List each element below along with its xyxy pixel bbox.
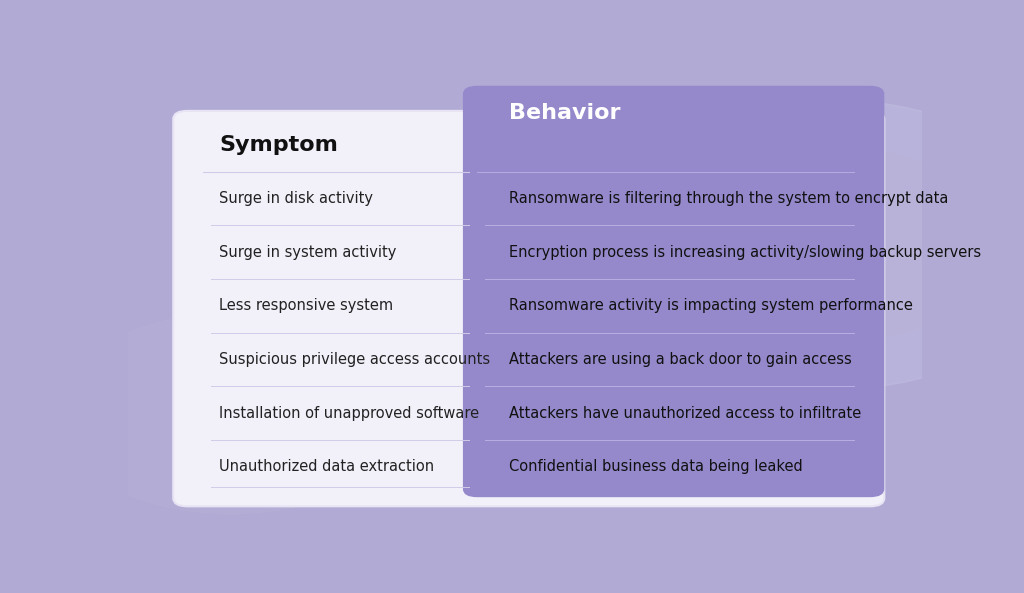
Text: Confidential business data being leaked: Confidential business data being leaked xyxy=(509,459,803,474)
FancyBboxPatch shape xyxy=(173,111,885,506)
Text: Suspicious privilege access accounts: Suspicious privilege access accounts xyxy=(219,352,490,367)
Text: Attackers are using a back door to gain access: Attackers are using a back door to gain … xyxy=(509,352,852,367)
Text: Behavior: Behavior xyxy=(509,103,621,123)
Text: Encryption process is increasing activity/slowing backup servers: Encryption process is increasing activit… xyxy=(509,244,981,260)
Text: Attackers have unauthorized access to infiltrate: Attackers have unauthorized access to in… xyxy=(509,406,861,420)
Circle shape xyxy=(56,313,406,514)
Text: Ransomware is filtering through the system to encrypt data: Ransomware is filtering through the syst… xyxy=(509,191,948,206)
Circle shape xyxy=(564,98,1024,391)
Text: Less responsive system: Less responsive system xyxy=(219,298,393,313)
Text: Surge in system activity: Surge in system activity xyxy=(219,244,396,260)
Text: Unauthorized data extraction: Unauthorized data extraction xyxy=(219,459,434,474)
Text: Installation of unapproved software: Installation of unapproved software xyxy=(219,406,479,420)
Circle shape xyxy=(644,144,993,345)
FancyBboxPatch shape xyxy=(463,86,885,497)
Text: Ransomware activity is impacting system performance: Ransomware activity is impacting system … xyxy=(509,298,912,313)
Text: Symptom: Symptom xyxy=(219,135,338,155)
Text: Surge in disk activity: Surge in disk activity xyxy=(219,191,374,206)
